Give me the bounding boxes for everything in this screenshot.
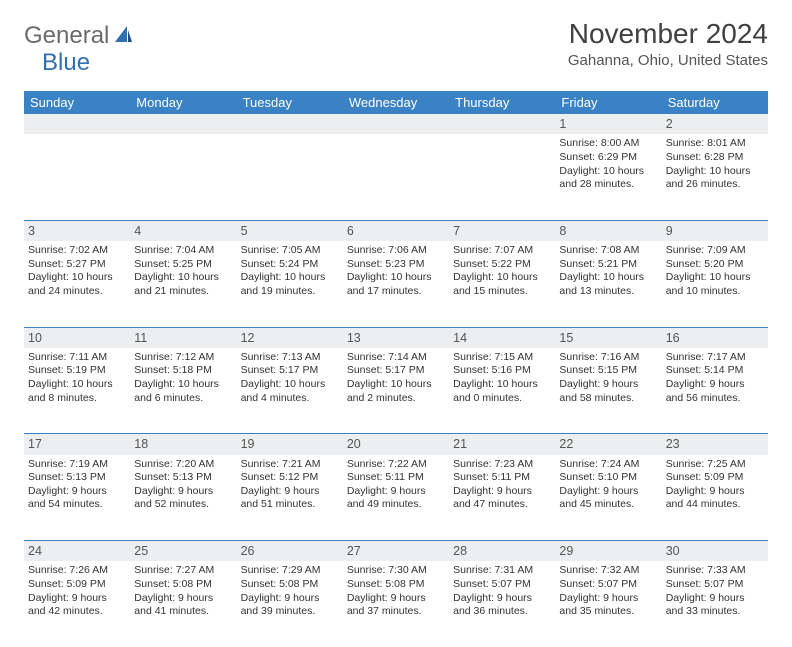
day-info-cell: Sunrise: 7:27 AMSunset: 5:08 PMDaylight:… (130, 561, 236, 647)
location-text: Gahanna, Ohio, United States (568, 52, 768, 69)
day-number-row: 12 (24, 114, 768, 134)
day-number-cell: 2 (662, 114, 768, 134)
day-info-cell: Sunrise: 7:12 AMSunset: 5:18 PMDaylight:… (130, 348, 236, 434)
day-number-cell: 13 (343, 327, 449, 348)
day-info-row: Sunrise: 7:19 AMSunset: 5:13 PMDaylight:… (24, 455, 768, 541)
day-info-cell (343, 134, 449, 220)
day-number-cell: 9 (662, 220, 768, 241)
day-info-cell: Sunrise: 7:15 AMSunset: 5:16 PMDaylight:… (449, 348, 555, 434)
day-number-row: 24252627282930 (24, 541, 768, 562)
day-info-cell: Sunrise: 7:21 AMSunset: 5:12 PMDaylight:… (237, 455, 343, 541)
day-info-cell: Sunrise: 7:24 AMSunset: 5:10 PMDaylight:… (555, 455, 661, 541)
weekday-header: Saturday (662, 91, 768, 114)
day-number-cell (449, 114, 555, 134)
day-number-cell: 10 (24, 327, 130, 348)
day-info-cell: Sunrise: 7:17 AMSunset: 5:14 PMDaylight:… (662, 348, 768, 434)
day-number-cell: 29 (555, 541, 661, 562)
day-number-cell: 6 (343, 220, 449, 241)
day-info-row: Sunrise: 7:02 AMSunset: 5:27 PMDaylight:… (24, 241, 768, 327)
day-info-cell: Sunrise: 7:29 AMSunset: 5:08 PMDaylight:… (237, 561, 343, 647)
logo-text-2: Blue (42, 49, 90, 77)
day-info-cell: Sunrise: 7:14 AMSunset: 5:17 PMDaylight:… (343, 348, 449, 434)
day-number-cell: 7 (449, 220, 555, 241)
day-number-cell: 15 (555, 327, 661, 348)
day-number-cell (130, 114, 236, 134)
day-number-cell: 16 (662, 327, 768, 348)
day-number-cell (343, 114, 449, 134)
day-info-cell: Sunrise: 7:22 AMSunset: 5:11 PMDaylight:… (343, 455, 449, 541)
day-info-cell: Sunrise: 7:05 AMSunset: 5:24 PMDaylight:… (237, 241, 343, 327)
day-number-cell: 11 (130, 327, 236, 348)
day-number-cell: 27 (343, 541, 449, 562)
day-info-cell (237, 134, 343, 220)
day-number-cell: 30 (662, 541, 768, 562)
day-number-row: 17181920212223 (24, 434, 768, 455)
day-info-cell: Sunrise: 7:07 AMSunset: 5:22 PMDaylight:… (449, 241, 555, 327)
day-number-cell: 1 (555, 114, 661, 134)
day-info-cell: Sunrise: 7:04 AMSunset: 5:25 PMDaylight:… (130, 241, 236, 327)
day-number-cell: 8 (555, 220, 661, 241)
weekday-header: Thursday (449, 91, 555, 114)
day-info-row: Sunrise: 7:26 AMSunset: 5:09 PMDaylight:… (24, 561, 768, 647)
logo-sail-icon (113, 24, 133, 49)
day-number-cell: 23 (662, 434, 768, 455)
day-number-cell (24, 114, 130, 134)
day-number-cell: 19 (237, 434, 343, 455)
day-number-cell: 24 (24, 541, 130, 562)
day-number-cell: 4 (130, 220, 236, 241)
day-info-cell: Sunrise: 7:23 AMSunset: 5:11 PMDaylight:… (449, 455, 555, 541)
day-info-row: Sunrise: 8:00 AMSunset: 6:29 PMDaylight:… (24, 134, 768, 220)
day-number-cell: 17 (24, 434, 130, 455)
day-info-cell (24, 134, 130, 220)
month-title: November 2024 (568, 18, 768, 50)
day-info-cell (130, 134, 236, 220)
day-info-cell: Sunrise: 7:32 AMSunset: 5:07 PMDaylight:… (555, 561, 661, 647)
day-number-cell (237, 114, 343, 134)
weekday-header: Tuesday (237, 91, 343, 114)
day-number-cell: 12 (237, 327, 343, 348)
day-info-cell: Sunrise: 7:13 AMSunset: 5:17 PMDaylight:… (237, 348, 343, 434)
day-number-cell: 5 (237, 220, 343, 241)
weekday-header: Friday (555, 91, 661, 114)
day-info-cell: Sunrise: 7:08 AMSunset: 5:21 PMDaylight:… (555, 241, 661, 327)
day-info-cell: Sunrise: 7:02 AMSunset: 5:27 PMDaylight:… (24, 241, 130, 327)
weekday-header: Wednesday (343, 91, 449, 114)
day-info-cell: Sunrise: 7:25 AMSunset: 5:09 PMDaylight:… (662, 455, 768, 541)
day-number-cell: 21 (449, 434, 555, 455)
day-info-cell: Sunrise: 8:01 AMSunset: 6:28 PMDaylight:… (662, 134, 768, 220)
day-info-cell: Sunrise: 7:30 AMSunset: 5:08 PMDaylight:… (343, 561, 449, 647)
day-number-row: 10111213141516 (24, 327, 768, 348)
day-info-cell: Sunrise: 7:19 AMSunset: 5:13 PMDaylight:… (24, 455, 130, 541)
weekday-header: Sunday (24, 91, 130, 114)
day-number-cell: 28 (449, 541, 555, 562)
day-number-cell: 14 (449, 327, 555, 348)
calendar-table: Sunday Monday Tuesday Wednesday Thursday… (24, 91, 768, 647)
day-info-cell (449, 134, 555, 220)
day-info-cell: Sunrise: 7:33 AMSunset: 5:07 PMDaylight:… (662, 561, 768, 647)
day-info-cell: Sunrise: 8:00 AMSunset: 6:29 PMDaylight:… (555, 134, 661, 220)
day-info-cell: Sunrise: 7:11 AMSunset: 5:19 PMDaylight:… (24, 348, 130, 434)
title-block: November 2024 Gahanna, Ohio, United Stat… (568, 18, 768, 69)
day-number-cell: 25 (130, 541, 236, 562)
day-number-cell: 3 (24, 220, 130, 241)
day-info-cell: Sunrise: 7:09 AMSunset: 5:20 PMDaylight:… (662, 241, 768, 327)
logo-text-1: General (24, 22, 109, 50)
day-info-cell: Sunrise: 7:31 AMSunset: 5:07 PMDaylight:… (449, 561, 555, 647)
day-number-cell: 22 (555, 434, 661, 455)
day-info-cell: Sunrise: 7:16 AMSunset: 5:15 PMDaylight:… (555, 348, 661, 434)
day-number-cell: 18 (130, 434, 236, 455)
day-info-cell: Sunrise: 7:26 AMSunset: 5:09 PMDaylight:… (24, 561, 130, 647)
logo: General (24, 18, 135, 50)
day-info-cell: Sunrise: 7:20 AMSunset: 5:13 PMDaylight:… (130, 455, 236, 541)
day-info-cell: Sunrise: 7:06 AMSunset: 5:23 PMDaylight:… (343, 241, 449, 327)
day-number-cell: 20 (343, 434, 449, 455)
day-number-cell: 26 (237, 541, 343, 562)
day-number-row: 3456789 (24, 220, 768, 241)
weekday-header: Monday (130, 91, 236, 114)
day-info-row: Sunrise: 7:11 AMSunset: 5:19 PMDaylight:… (24, 348, 768, 434)
weekday-header-row: Sunday Monday Tuesday Wednesday Thursday… (24, 91, 768, 114)
